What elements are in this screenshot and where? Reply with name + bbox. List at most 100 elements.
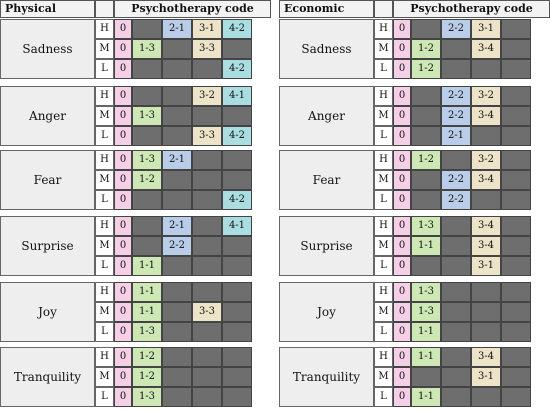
table-row: L 0 1-3 (95, 322, 252, 342)
economic-panel: Economic Psychotherapy code Sadness H 0 2-2 3-… (279, 0, 550, 413)
level-cell: L (374, 322, 393, 342)
table-row: L 0 4-2 (95, 59, 252, 79)
code-header: Psychotherapy code (114, 0, 271, 18)
code-cell (411, 256, 441, 276)
code-cell: 3-4 (471, 347, 501, 367)
level-cell: M (374, 302, 393, 322)
code-cell (471, 126, 501, 146)
code-cell (411, 126, 441, 146)
code-cell (162, 190, 192, 210)
level-cell: L (374, 190, 393, 210)
code-cell: 0 (393, 150, 411, 170)
level-cell: L (374, 256, 393, 276)
table-row: L 0 3-3 4-2 (95, 126, 252, 146)
code-cell: 2-1 (162, 150, 192, 170)
code-cell (222, 256, 252, 276)
code-cell (192, 170, 222, 190)
code-cell (222, 367, 252, 387)
code-cell: 0 (393, 19, 411, 39)
code-cell: 3-1 (471, 256, 501, 276)
code-cell (162, 170, 192, 190)
code-cell (441, 150, 471, 170)
level-cell: H (374, 282, 393, 302)
code-cell (192, 106, 222, 126)
code-cell (132, 86, 162, 106)
emotion-group: Joy H 0 1-1 M 0 1-1 3-3 L 0 1-3 (0, 282, 271, 343)
code-cell (162, 106, 192, 126)
code-cell: 4-2 (222, 19, 252, 39)
table-row: H 0 3-2 4-1 (95, 86, 252, 106)
table-row: M 0 2-2 3-4 (374, 170, 531, 190)
code-cell: 3-2 (471, 150, 501, 170)
code-cell: 0 (114, 387, 132, 407)
code-cell (192, 387, 222, 407)
code-cell: 1-3 (411, 282, 441, 302)
code-cell (162, 256, 192, 276)
table-header: Economic Psychotherapy code (279, 0, 550, 18)
code-cell: 3-4 (471, 236, 501, 256)
code-cell: 4-2 (222, 190, 252, 210)
code-cell: 1-3 (132, 387, 162, 407)
code-cell: 0 (393, 59, 411, 79)
table-row: L 0 1-1 (374, 387, 531, 407)
code-cell: 3-4 (471, 106, 501, 126)
table-row: M 0 1-1 3-4 (374, 236, 531, 256)
code-cell: 1-3 (132, 106, 162, 126)
code-cell (441, 236, 471, 256)
code-cell (222, 322, 252, 342)
code-cell: 0 (393, 367, 411, 387)
code-cell (162, 282, 192, 302)
code-cell (441, 347, 471, 367)
level-cell: H (95, 282, 114, 302)
emotion-group: Tranquility H 0 1-2 M 0 1-2 L 0 1-3 (0, 347, 271, 408)
code-cell (192, 59, 222, 79)
code-cell (441, 39, 471, 59)
level-cell: M (95, 170, 114, 190)
emotion-group: Anger H 0 3-2 4-1 M 0 1-3 L 0 3-3 4-2 (0, 86, 271, 147)
emotion-label: Tranquility (279, 347, 374, 407)
level-cell: L (95, 387, 114, 407)
code-cell: 0 (114, 86, 132, 106)
code-cell (471, 302, 501, 322)
code-header: Psychotherapy code (393, 0, 550, 18)
code-cell (471, 282, 501, 302)
table-row: H 0 2-2 3-2 (374, 86, 531, 106)
code-cell: 0 (114, 19, 132, 39)
emotion-group: Fear H 0 1-2 3-2 M 0 2-2 3-4 L 0 2-2 (279, 150, 550, 211)
code-cell (411, 86, 441, 106)
code-cell: 0 (114, 216, 132, 236)
code-cell (192, 216, 222, 236)
code-cell: 1-1 (132, 302, 162, 322)
code-cell (441, 59, 471, 79)
emotion-label: Joy (0, 282, 95, 342)
level-cell: M (95, 236, 114, 256)
code-cell: 1-3 (132, 322, 162, 342)
table-row: H 0 1-3 3-4 (374, 216, 531, 236)
code-cell (192, 282, 222, 302)
code-cell: 3-1 (471, 19, 501, 39)
code-cell (441, 216, 471, 236)
code-cell: 0 (393, 347, 411, 367)
code-cell (192, 256, 222, 276)
code-cell: 0 (393, 126, 411, 146)
table-row: M 0 1-2 (95, 170, 252, 190)
code-cell: 0 (114, 256, 132, 276)
code-cell (222, 282, 252, 302)
code-cell (192, 190, 222, 210)
code-cell: 3-4 (471, 39, 501, 59)
code-cell: 3-2 (192, 86, 222, 106)
table-row: H 0 1-3 (374, 282, 531, 302)
emotion-label: Joy (279, 282, 374, 342)
level-cell: M (95, 106, 114, 126)
code-cell: 4-1 (222, 86, 252, 106)
code-cell: 3-1 (471, 367, 501, 387)
code-cell (222, 236, 252, 256)
code-cell (162, 126, 192, 146)
code-cell (501, 39, 531, 59)
code-cell (471, 322, 501, 342)
code-cell: 1-2 (132, 347, 162, 367)
level-cell: L (95, 190, 114, 210)
code-cell (192, 322, 222, 342)
code-cell (441, 322, 471, 342)
code-cell (471, 59, 501, 79)
